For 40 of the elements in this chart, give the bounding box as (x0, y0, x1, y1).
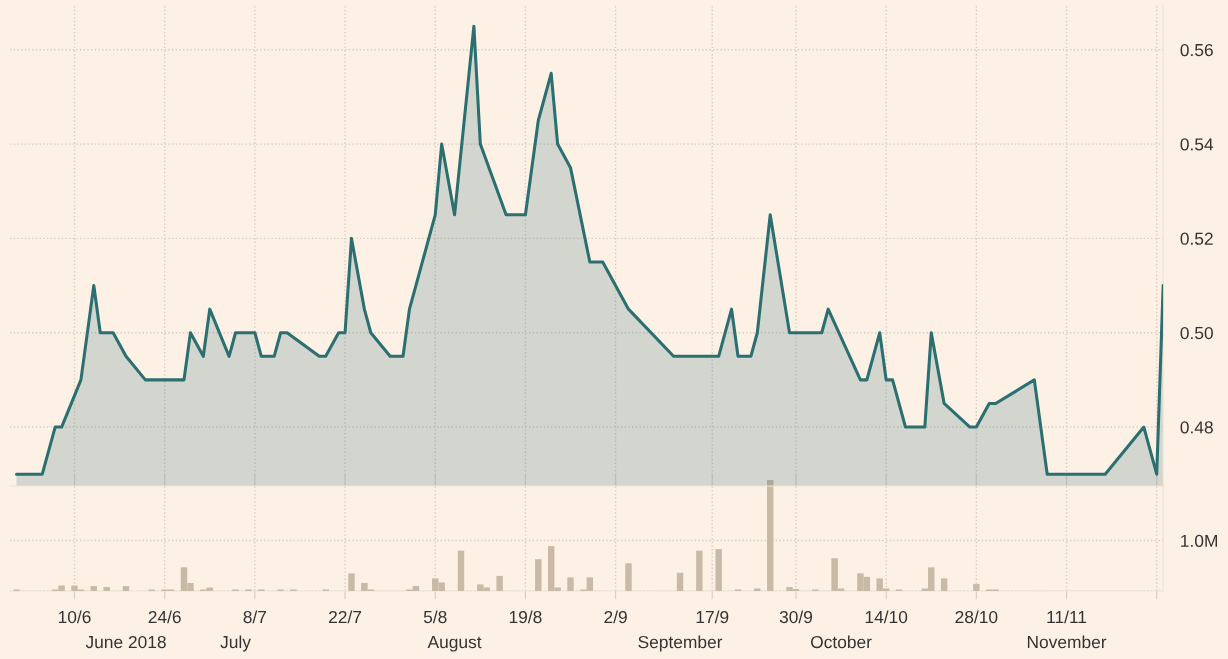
x-tick-label: 19/8 (509, 610, 542, 624)
x-tick-label: 8/7 (243, 610, 267, 624)
x-tick-label: 22/7 (329, 610, 362, 624)
bar (940, 578, 948, 591)
bar (766, 480, 774, 591)
x-tick-label: 11/11 (1047, 610, 1087, 624)
bar (348, 573, 355, 591)
x2-tick-label: November (1027, 635, 1107, 649)
bar (973, 583, 980, 591)
bar (567, 577, 574, 591)
bar (122, 585, 130, 591)
bar (90, 585, 98, 591)
bar (457, 550, 465, 591)
x-tick-label: 2/9 (604, 610, 627, 624)
x-tick-label: 30/9 (779, 610, 813, 624)
bar (625, 563, 632, 591)
y-tick-label: 0.48 (1180, 421, 1213, 434)
y-tick-label: 0.54 (1180, 138, 1214, 151)
bar (715, 549, 722, 591)
x-tick-label: 5/8 (423, 610, 447, 624)
x-tick-label: 28/10 (955, 610, 998, 624)
x2-tick-label: June 2018 (85, 635, 166, 649)
x2-tick-label: October (811, 635, 872, 649)
y-tick-label: 1.0M (1181, 534, 1217, 548)
x-tick-label: 10/6 (58, 610, 91, 624)
x-tick-label: 17/9 (696, 610, 729, 624)
y-tick-label: 0.56 (1180, 43, 1213, 57)
bar (496, 575, 503, 591)
x-tick-label: 14/10 (865, 610, 908, 624)
bar (754, 588, 761, 591)
y-tick-label: 0.50 (1180, 326, 1213, 340)
x-tick-label: 24/6 (148, 610, 181, 624)
x2-tick-label: September (638, 635, 723, 652)
bar (535, 559, 542, 591)
bar (676, 572, 684, 591)
bar (696, 550, 703, 591)
x2-tick-label: August (427, 636, 482, 652)
bar (103, 586, 110, 591)
y-tick-label: 0.52 (1180, 232, 1213, 245)
x2-tick-label: July (220, 635, 251, 652)
